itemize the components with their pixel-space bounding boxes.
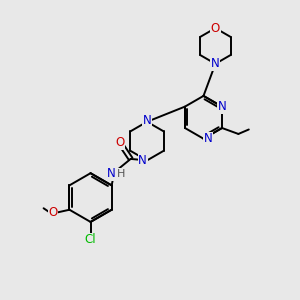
Text: O: O [116, 136, 125, 149]
Text: N: N [204, 132, 212, 145]
Text: O: O [49, 206, 58, 219]
Text: N: N [143, 114, 152, 127]
Text: N: N [218, 100, 226, 113]
Text: N: N [211, 57, 220, 70]
Text: Cl: Cl [85, 233, 96, 246]
Text: N: N [107, 167, 116, 180]
Text: N: N [138, 154, 147, 167]
Text: O: O [211, 22, 220, 34]
Text: H: H [117, 169, 125, 179]
